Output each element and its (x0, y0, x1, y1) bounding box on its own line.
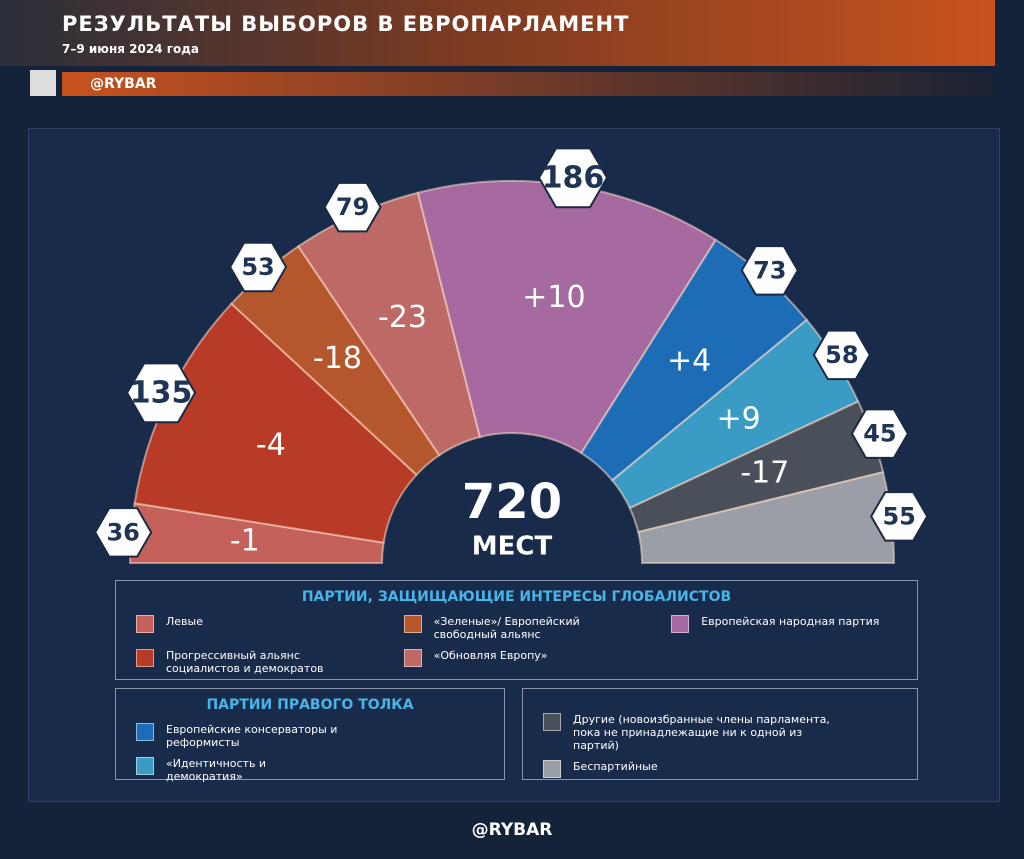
subtitle: 7–9 июня 2024 года (62, 42, 200, 56)
legend-item: «Зеленые»/ Европейский свободный альянс (403, 615, 614, 641)
legend-swatch (543, 760, 561, 778)
segment (416, 180, 718, 455)
legend-item: Левые (136, 615, 346, 641)
segment (133, 302, 418, 544)
seat-label: 79 (336, 193, 369, 221)
seat-label: 36 (106, 518, 139, 546)
legend-swatch (403, 615, 422, 633)
legend-swatch (136, 723, 154, 741)
legend-item: Европейские консерваторы и реформисты (136, 723, 346, 749)
legend-label: Беспартийные (573, 760, 658, 773)
change-label: +9 (717, 401, 761, 436)
hexagon (323, 181, 382, 233)
seat-label: 45 (863, 420, 896, 448)
change-label: +10 (522, 280, 585, 315)
header: РЕЗУЛЬТАТЫ ВЫБОРОВ В ЕВРОПАРЛАМЕНТ 7–9 и… (0, 0, 995, 66)
legend-label: Левые (166, 615, 203, 628)
change-label: -17 (740, 456, 789, 491)
legend-item: Европейская народная партия (671, 615, 881, 641)
hexagon (870, 491, 929, 542)
change-label: -23 (378, 300, 427, 335)
legend-swatch (543, 713, 561, 731)
seat-label: 135 (130, 375, 193, 410)
hexagon (740, 245, 799, 296)
legend-item: Беспартийные (543, 760, 843, 778)
legend-box: ПАРТИИ ПРАВОГО ТОЛКА Европейские консерва… (115, 688, 505, 783)
legend-title: ПАРТИИ, ЗАЩИЩАЮЩИЕ ИНТЕРЕСЫ ГЛОБАЛИСТОВ (301, 589, 732, 605)
legend-item: «Идентичность и демократия» (136, 757, 346, 783)
qr-code (30, 70, 56, 96)
seat-label: 186 (542, 160, 605, 195)
legend-box: ПАРТИИ, ЗАЩИЩАЮЩИЕ ИНТЕРЕСЫ ГЛОБАЛИСТОВ Л… (115, 580, 918, 680)
change-label: +4 (667, 343, 711, 378)
legend-swatch (403, 649, 422, 667)
hexagon (850, 408, 910, 459)
legend-label: «Зеленые»/ Европейский свободный альянс (433, 615, 580, 641)
legend-swatch (671, 615, 690, 633)
change-label: -1 (230, 523, 260, 558)
hexagon (125, 362, 197, 424)
legend-item: «Обновляя Европу» (403, 649, 614, 675)
legend-title: ПАРТИИ ПРАВОГО ТОЛКА (206, 697, 414, 713)
seat-label: 53 (241, 253, 274, 281)
legend-swatch (136, 615, 154, 633)
hexagon (94, 507, 153, 558)
brand: @RYBAR (471, 820, 553, 840)
seat-label: 73 (753, 256, 786, 284)
seat-label: 55 (882, 502, 915, 530)
hexagon (228, 241, 288, 293)
seat-label: 58 (825, 341, 858, 369)
legend-swatch (136, 757, 154, 775)
total-label: МЕСТ (472, 532, 553, 562)
legend-box: Другие (новоизбранные члены парламента, … (522, 688, 918, 780)
legend-label: «Обновляя Европу» (433, 649, 548, 662)
legend-label: Другие (новоизбранные члены парламента, … (573, 713, 830, 752)
hexagon (537, 147, 609, 209)
title: РЕЗУЛЬТАТЫ ВЫБОРОВ В ЕВРОПАРЛАМЕНТ (62, 12, 630, 36)
legend-label: «Идентичность и демократия» (166, 757, 267, 783)
change-label: -18 (313, 341, 362, 376)
legend-item: Другие (новоизбранные члены парламента, … (543, 713, 843, 752)
total: 720 (462, 474, 562, 530)
legend-label: Европейские консерваторы и реформисты (166, 723, 338, 749)
change-label: -4 (256, 428, 286, 463)
legend-swatch (136, 649, 154, 667)
hexagon (812, 329, 871, 381)
legend-label: Прогрессивный альянс социалистов и демок… (166, 649, 324, 675)
legend-label: Европейская народная партия (701, 615, 880, 628)
brand: @RYBAR (62, 72, 994, 96)
legend-item: Прогрессивный альянс социалистов и демок… (136, 649, 346, 675)
